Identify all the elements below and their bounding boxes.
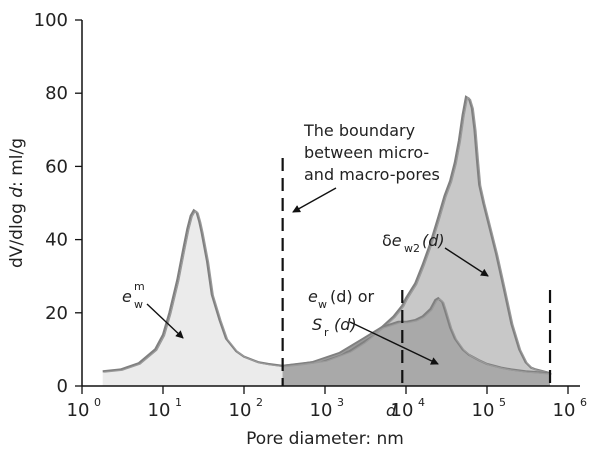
series-2-line [282, 95, 551, 375]
x-ticks: 10 0 10 1 10 2 10 3 10 4 10 5 10 6 [67, 386, 587, 421]
boundary-arrow [292, 187, 337, 213]
y-tick-label: 100 [34, 10, 68, 31]
x-tick-label: 10 [310, 400, 333, 421]
ew-m-arrow [146, 303, 184, 339]
x-axis-title: Pore diameter: nm [246, 429, 404, 449]
x-tick-exponent: 6 [580, 396, 587, 409]
x-tick-exponent: 4 [418, 396, 425, 409]
series-1-area [102, 210, 283, 386]
delta-ew2-subscript: w2 [404, 242, 420, 255]
d-marker-label: d [386, 401, 397, 420]
series-3-line-secondary [284, 298, 552, 375]
x-tick-exponent: 0 [94, 396, 101, 409]
y-tick-label: 20 [45, 303, 68, 324]
series-3-area [282, 298, 550, 386]
sr-argument: (d) [334, 315, 357, 334]
x-tick-label: 10 [553, 400, 576, 421]
y-axis-title: dV/dlog d: ml/g [7, 138, 27, 268]
x-tick-exponent: 1 [175, 396, 182, 409]
ew-m-superscript: m [134, 280, 145, 293]
series-1-line-secondary [104, 210, 285, 373]
area-fills [102, 96, 550, 387]
y-tick-label: 0 [57, 376, 68, 397]
ew-label: e [308, 287, 318, 306]
ew-m-label: e [122, 287, 132, 306]
annotation-arrows [146, 187, 489, 365]
ew-sr-arrow [349, 321, 439, 365]
axes [81, 20, 580, 387]
delta-ew2-argument: (d) [422, 231, 445, 250]
x-tick-exponent: 2 [256, 396, 263, 409]
series-2-area [282, 96, 550, 387]
ew-subscript: w [318, 298, 327, 311]
x-tick-exponent: 5 [499, 396, 506, 409]
delta-ew2-label: δe [382, 231, 402, 250]
ew-argument: (d) or [330, 287, 375, 306]
ew-m-subscript: w [134, 298, 143, 311]
x-tick-label: 10 [148, 400, 171, 421]
delta-ew2-arrow [444, 247, 489, 277]
series-2-line-secondary [284, 96, 552, 375]
y-tick-label: 40 [45, 230, 68, 251]
x-tick-label: 10 [67, 400, 90, 421]
x-tick-label: 10 [472, 400, 495, 421]
x-tick-label: 10 [391, 400, 414, 421]
curve-outlines [102, 95, 552, 375]
dashed-lines [281, 158, 552, 386]
sr-subscript: r [324, 326, 329, 339]
boundary-annotation: The boundary between micro- and macro-po… [303, 121, 440, 184]
sr-label: S [312, 315, 322, 334]
x-tick-label: 10 [229, 400, 252, 421]
y-ticks: 0 20 40 60 80 100 [34, 10, 82, 397]
x-tick-exponent: 3 [337, 396, 344, 409]
y-tick-label: 80 [45, 83, 68, 104]
y-tick-label: 60 [45, 156, 68, 177]
